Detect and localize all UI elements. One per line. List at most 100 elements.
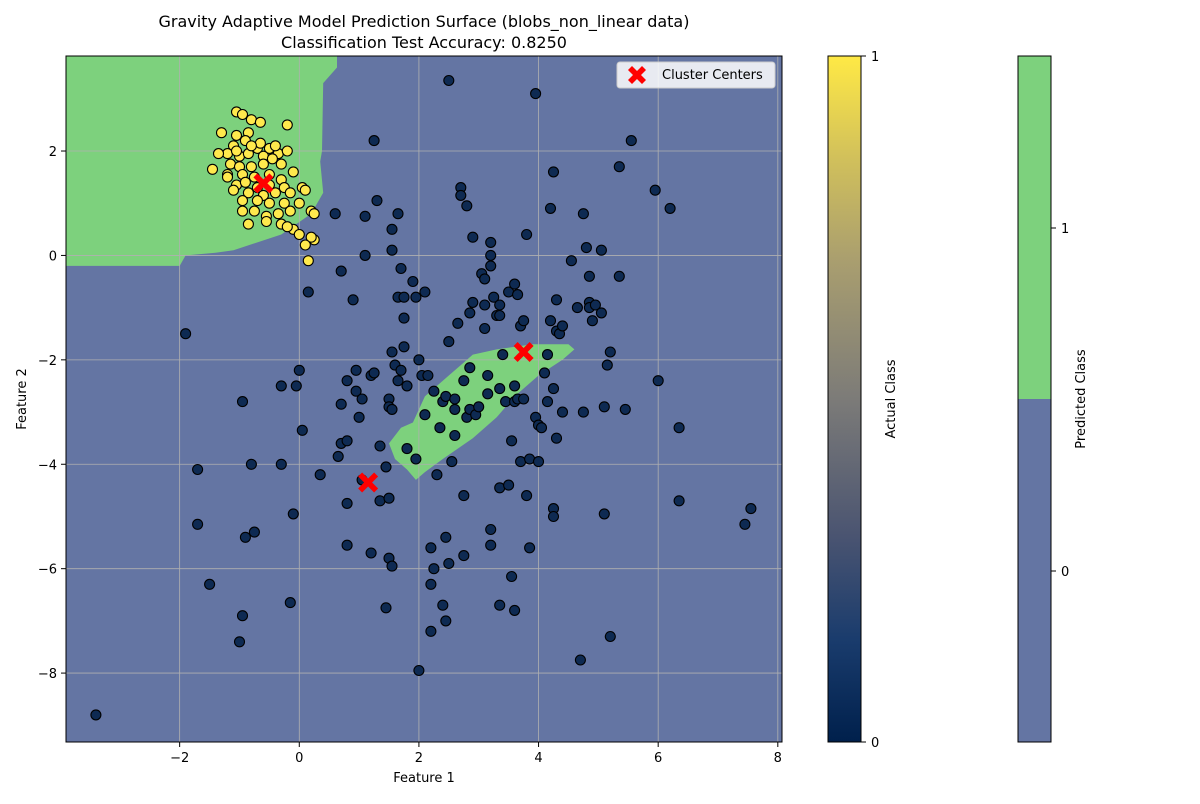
data-point-class-1 — [236, 205, 249, 217]
data-point-class-0 — [380, 602, 392, 614]
data-point-class-0 — [541, 396, 554, 408]
data-point-class-0 — [589, 299, 601, 311]
data-point-class-1 — [242, 218, 254, 230]
data-point-class-1 — [281, 145, 293, 157]
data-point-class-1 — [281, 221, 293, 233]
data-point-class-1 — [236, 195, 249, 207]
data-point-class-0 — [425, 625, 437, 637]
chart-title-line2: Classification Test Accuracy: 0.8250 — [281, 33, 567, 52]
data-point-class-1 — [284, 205, 296, 217]
data-point-class-0 — [410, 291, 422, 303]
data-point-class-0 — [583, 270, 595, 282]
data-point-class-0 — [595, 307, 607, 319]
colorbar-predicted-class1-band — [1018, 56, 1051, 399]
data-point-class-0 — [521, 490, 533, 502]
data-point-class-0 — [365, 547, 377, 559]
data-point-class-0 — [434, 422, 446, 434]
data-point-class-0 — [598, 401, 610, 413]
cluster-center-marker — [253, 173, 274, 194]
data-point-class-0 — [580, 242, 592, 254]
data-point-class-0 — [296, 424, 308, 436]
data-point-class-0 — [341, 375, 353, 387]
data-point-class-0 — [745, 503, 757, 515]
data-point-class-0 — [401, 443, 413, 455]
data-point-class-0 — [359, 249, 371, 261]
data-point-class-0 — [524, 542, 536, 554]
data-point-class-1 — [266, 153, 278, 165]
data-point-class-0 — [565, 255, 577, 267]
x-tick-label: 0 — [295, 751, 303, 766]
data-point-class-1 — [221, 171, 234, 183]
data-point-class-0 — [275, 458, 287, 470]
data-point-class-0 — [395, 262, 407, 275]
data-point-class-0 — [461, 200, 473, 212]
cluster-centers — [253, 173, 534, 493]
data-point-class-1 — [227, 184, 240, 196]
data-point-class-0 — [239, 531, 251, 543]
data-point-class-0 — [275, 380, 287, 392]
data-point-class-0 — [413, 354, 425, 366]
data-point-class-0 — [488, 291, 500, 303]
data-point-class-1 — [278, 197, 290, 209]
data-point-class-0 — [314, 469, 326, 481]
data-point-class-0 — [287, 508, 299, 520]
data-point-class-0 — [233, 636, 246, 648]
data-point-class-0 — [535, 422, 548, 434]
data-point-class-0 — [673, 422, 685, 434]
data-point-class-0 — [521, 228, 533, 241]
data-point-class-0 — [604, 630, 616, 643]
data-point-class-0 — [485, 236, 497, 248]
data-point-class-1 — [305, 231, 317, 243]
data-point-class-1 — [236, 108, 249, 121]
x-tick-label: 2 — [415, 751, 423, 766]
data-point-class-0 — [601, 359, 613, 371]
data-point-class-1 — [281, 119, 293, 131]
data-point-class-0 — [398, 291, 410, 303]
data-point-class-0 — [290, 380, 302, 392]
data-point-class-0 — [571, 302, 583, 314]
data-point-class-0 — [494, 383, 506, 395]
data-point-class-0 — [386, 244, 398, 256]
colorbar-predicted-tick-label-1: 1 — [1061, 222, 1069, 237]
legend: Cluster Centers — [616, 61, 776, 89]
data-point-class-0 — [407, 275, 419, 288]
x-tick-label: 4 — [534, 751, 542, 766]
data-point-class-0 — [547, 510, 560, 523]
data-point-class-0 — [479, 273, 491, 285]
data-point-class-0 — [350, 364, 362, 376]
data-point-class-1 — [269, 140, 281, 152]
data-point-class-0 — [449, 429, 461, 442]
data-point-class-0 — [192, 463, 204, 476]
data-point-class-0 — [485, 523, 497, 536]
data-point-class-1 — [251, 195, 263, 207]
data-point-class-0 — [544, 202, 557, 214]
data-point-class-1 — [299, 184, 311, 196]
data-point-class-0 — [458, 375, 470, 387]
data-point-class-0 — [467, 231, 479, 243]
y-axis-ticks: −8 −6 −4 −2 0 2 — [38, 145, 66, 682]
data-point-class-1 — [284, 187, 296, 199]
data-point-class-1 — [293, 197, 305, 209]
data-point-class-0 — [458, 550, 470, 562]
data-point-class-0 — [302, 286, 314, 298]
y-axis-label: Feature 2 — [15, 368, 30, 430]
x-tick-label: −2 — [170, 751, 189, 766]
data-point-class-0 — [386, 223, 398, 235]
data-point-class-0 — [341, 497, 353, 509]
data-point-class-0 — [547, 166, 560, 178]
colorbar-predicted-tick-label-0: 0 — [1061, 565, 1069, 580]
data-point-class-0 — [497, 349, 509, 361]
grid-lines — [66, 56, 782, 742]
data-point-class-0 — [613, 161, 625, 173]
data-point-class-0 — [739, 518, 751, 530]
data-point-class-0 — [473, 401, 485, 413]
data-point-class-0 — [464, 307, 476, 319]
legend-marker-x-icon — [628, 66, 646, 84]
data-point-class-1 — [299, 239, 311, 251]
data-point-class-0 — [386, 403, 398, 415]
data-point-class-0 — [482, 369, 494, 382]
data-point-class-0 — [604, 346, 616, 358]
data-point-class-0 — [455, 189, 467, 201]
data-point-class-0 — [398, 312, 410, 324]
data-point-class-1 — [272, 208, 284, 220]
